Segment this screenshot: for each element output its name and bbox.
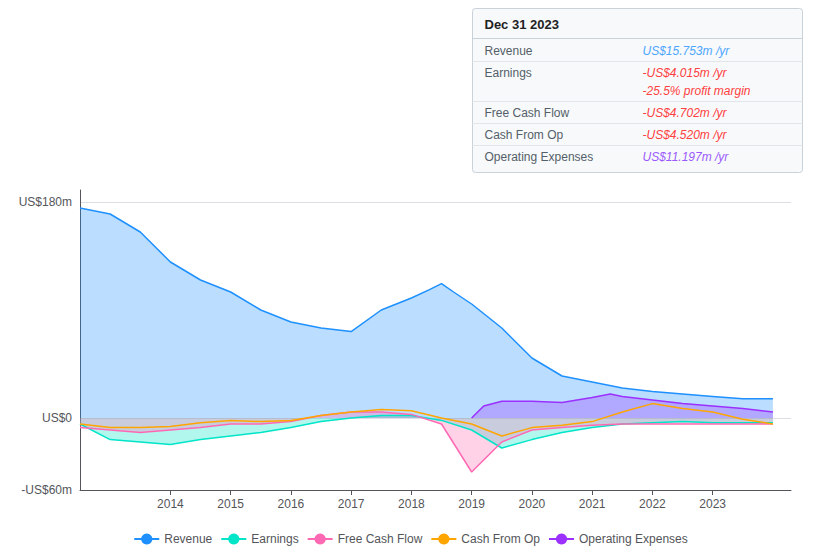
svg-text:-US$4.015m /yr: -US$4.015m /yr (643, 66, 728, 80)
svg-text:US$180m: US$180m (19, 195, 72, 209)
svg-text:Operating Expenses: Operating Expenses (485, 150, 594, 164)
svg-text:Earnings: Earnings (251, 532, 298, 546)
svg-text:2019: 2019 (458, 497, 485, 511)
svg-text:Dec 31 2023: Dec 31 2023 (485, 17, 559, 32)
svg-text:Free Cash Flow: Free Cash Flow (338, 532, 423, 546)
svg-text:2022: 2022 (639, 497, 666, 511)
svg-text:US$0: US$0 (42, 411, 72, 425)
svg-text:2020: 2020 (519, 497, 546, 511)
svg-text:Free Cash Flow: Free Cash Flow (485, 106, 570, 120)
svg-text:2017: 2017 (338, 497, 365, 511)
svg-text:2016: 2016 (278, 497, 305, 511)
svg-text:Cash From Op: Cash From Op (461, 532, 540, 546)
svg-text:-US$4.702m /yr: -US$4.702m /yr (643, 106, 728, 120)
svg-text:2018: 2018 (398, 497, 425, 511)
svg-text:-25.5% profit margin: -25.5% profit margin (643, 84, 751, 98)
svg-text:-US$60m: -US$60m (21, 483, 72, 497)
svg-text:Revenue: Revenue (485, 44, 533, 58)
svg-text:2014: 2014 (157, 497, 184, 511)
svg-text:US$11.197m /yr: US$11.197m /yr (643, 150, 730, 164)
svg-text:2015: 2015 (217, 497, 244, 511)
svg-text:US$15.753m /yr: US$15.753m /yr (643, 44, 731, 58)
svg-text:Cash From Op: Cash From Op (485, 128, 564, 142)
svg-text:2023: 2023 (699, 497, 726, 511)
svg-text:-US$4.520m /yr: -US$4.520m /yr (643, 128, 728, 142)
svg-text:Revenue: Revenue (164, 532, 212, 546)
svg-text:2021: 2021 (579, 497, 606, 511)
svg-text:Operating Expenses: Operating Expenses (579, 532, 688, 546)
svg-text:Earnings: Earnings (485, 66, 532, 80)
